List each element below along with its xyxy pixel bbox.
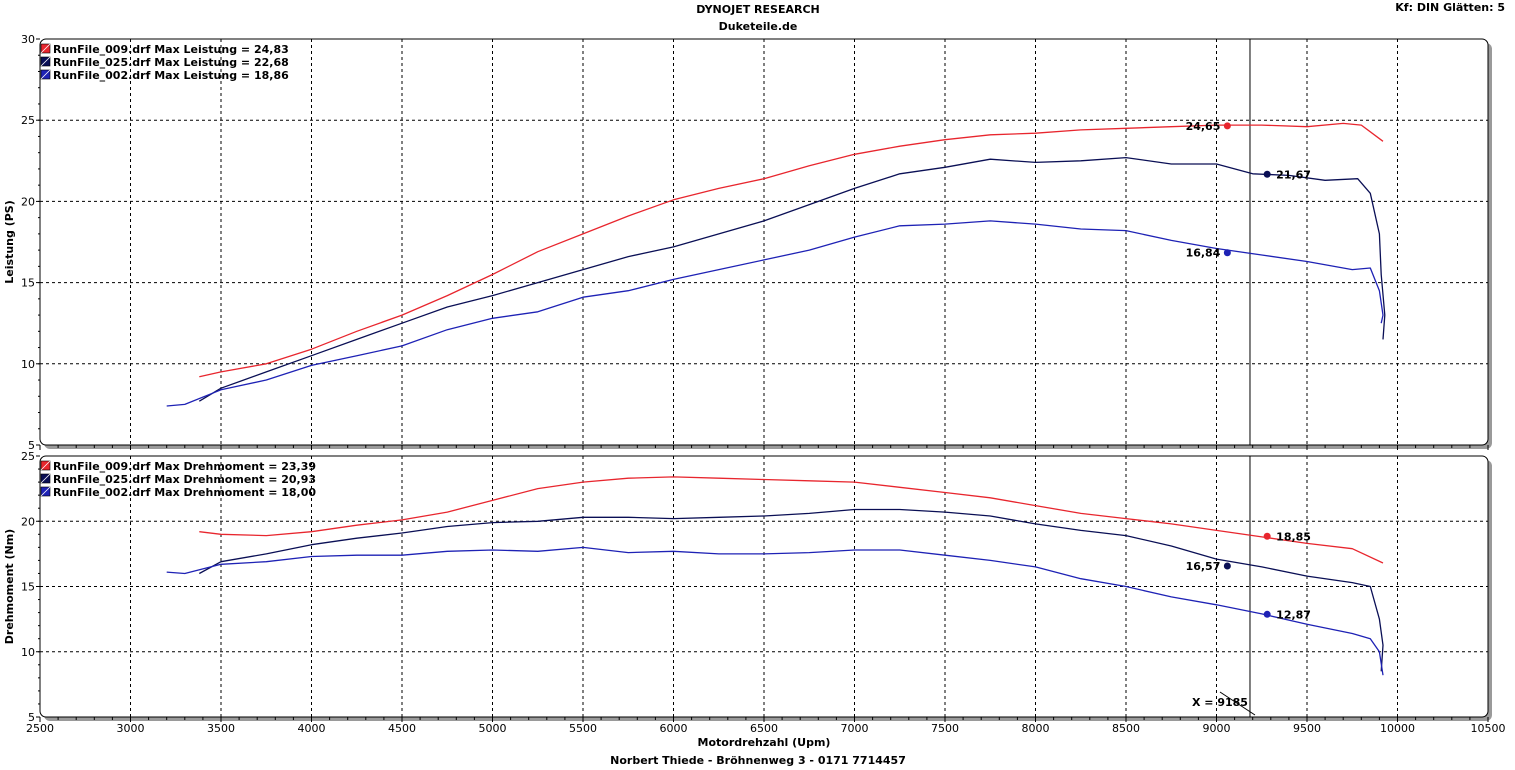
x-tick-label: 5000 xyxy=(479,722,507,735)
x-tick-label: 5500 xyxy=(569,722,597,735)
series-line-0 xyxy=(199,476,1384,564)
y-tick-label: 20 xyxy=(21,195,35,208)
y-axis-label: Drehmoment (Nm) xyxy=(3,529,16,644)
series-marker-0 xyxy=(1263,532,1271,540)
x-tick-label: 7000 xyxy=(841,722,869,735)
legend-entry-2: RunFile_002.drf Max Leistung = 18,86 xyxy=(53,69,289,82)
series-marker-2 xyxy=(1263,610,1271,618)
legend-swatch-shine xyxy=(40,43,51,54)
chart-title: DYNOJET RESEARCH xyxy=(696,3,819,16)
marker-value-label: 24,65 xyxy=(1186,120,1221,133)
x-tick-label: 9500 xyxy=(1293,722,1321,735)
legend-swatch-shine xyxy=(40,56,51,67)
legend-swatch-shine xyxy=(40,473,51,484)
x-tick-label: 8000 xyxy=(1022,722,1050,735)
x-tick-label: 10500 xyxy=(1471,722,1506,735)
y-tick-label: 5 xyxy=(28,439,35,452)
marker-value-label: 12,87 xyxy=(1276,608,1311,621)
x-tick-label: 10000 xyxy=(1380,722,1415,735)
x-tick-label: 4500 xyxy=(388,722,416,735)
x-tick-label: 3500 xyxy=(207,722,235,735)
series-line-0 xyxy=(199,122,1384,378)
x-tick-label: 3000 xyxy=(117,722,145,735)
series-marker-2 xyxy=(1223,249,1231,257)
series-marker-1 xyxy=(1223,562,1231,570)
x-tick-label: 2500 xyxy=(26,722,54,735)
settings-label: Kf: DIN Glätten: 5 xyxy=(1395,1,1505,14)
series-line-2 xyxy=(166,220,1384,407)
series-line-1 xyxy=(198,156,1386,402)
y-tick-label: 10 xyxy=(21,646,35,659)
cursor-pointer xyxy=(1219,691,1256,716)
marker-value-label: 18,85 xyxy=(1276,530,1311,543)
legend-swatch-shine xyxy=(40,486,51,497)
x-tick-label: 8500 xyxy=(1112,722,1140,735)
panel-torque: 5 10 15 20 25 2500 3000 3500 4000 4500 5000 5500 600… xyxy=(3,450,1506,749)
y-tick-label: 15 xyxy=(21,277,35,290)
y-tick-label: 25 xyxy=(21,114,35,127)
panel-power: 5 10 15 20 25 30 Leistung (PS) 24,65 21,67 16,84 R… xyxy=(3,33,1492,452)
series-marker-0 xyxy=(1223,122,1231,130)
y-tick-label: 30 xyxy=(21,33,35,46)
y-tick-label: 10 xyxy=(21,358,35,371)
x-axis-label: Motordrehzahl (Upm) xyxy=(698,736,831,749)
y-axis-label: Leistung (PS) xyxy=(3,200,16,283)
legend-entry-2: RunFile_002.drf Max Drehmoment = 18,00 xyxy=(53,486,316,499)
legend-swatch-shine xyxy=(40,460,51,471)
x-tick-label: 9000 xyxy=(1203,722,1231,735)
series-line-2 xyxy=(166,546,1384,676)
chart-panels: 5 10 15 20 25 30 Leistung (PS) 24,65 21,67 16,84 R… xyxy=(3,33,1506,749)
x-tick-label: 6000 xyxy=(660,722,688,735)
legend-swatch-shine xyxy=(40,69,51,80)
y-tick-label: 20 xyxy=(21,515,35,528)
legend-entry-0: RunFile_009.drf Max Leistung = 24,83 xyxy=(53,43,289,56)
x-tick-label: 7500 xyxy=(931,722,959,735)
chart-subtitle: Duketeile.de xyxy=(719,20,798,33)
marker-value-label: 21,67 xyxy=(1276,168,1311,181)
y-tick-label: 25 xyxy=(21,450,35,463)
legend-entry-1: RunFile_025.drf Max Leistung = 22,68 xyxy=(53,56,289,69)
footer-text: Norbert Thiede - Bröhnenweg 3 - 0171 771… xyxy=(610,754,906,767)
series-marker-1 xyxy=(1263,170,1271,178)
cursor-readout: X = 9185 xyxy=(1192,696,1248,709)
x-tick-label: 6500 xyxy=(750,722,778,735)
legend-entry-1: RunFile_025.drf Max Drehmoment = 20,93 xyxy=(53,473,316,486)
marker-value-label: 16,57 xyxy=(1186,560,1221,573)
y-tick-label: 15 xyxy=(21,581,35,594)
y-tick-label: 5 xyxy=(28,711,35,724)
marker-value-label: 16,84 xyxy=(1186,247,1221,260)
x-tick-label: 4000 xyxy=(298,722,326,735)
legend-entry-0: RunFile_009.drf Max Drehmoment = 23,39 xyxy=(53,460,316,473)
series-line-1 xyxy=(198,508,1384,672)
